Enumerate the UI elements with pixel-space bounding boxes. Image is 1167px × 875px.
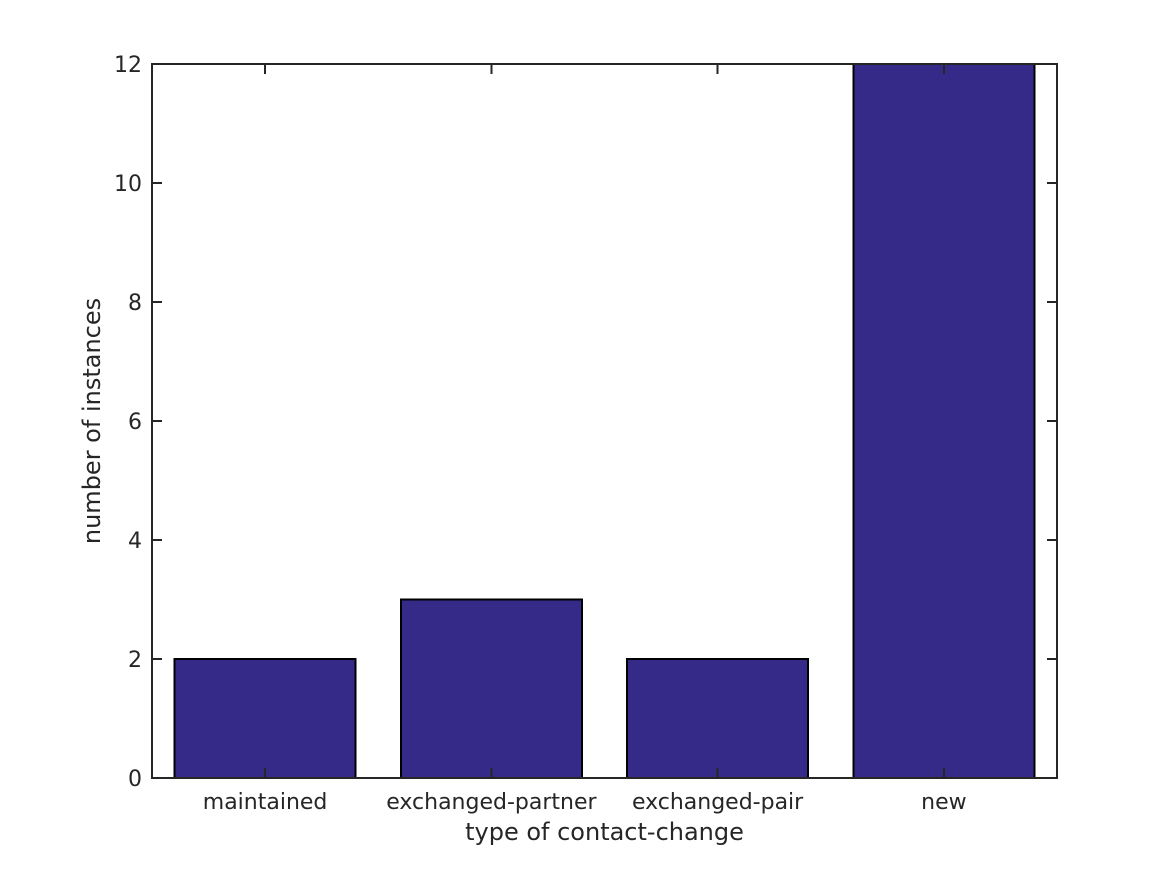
bar-new — [852, 63, 1036, 779]
bar-maintained — [173, 658, 357, 779]
y-tick-label: 0 — [128, 767, 142, 792]
ticks-group — [152, 63, 1057, 779]
bar-exchanged-pair — [626, 658, 810, 779]
bar-exchanged-partner — [399, 598, 583, 779]
y-tick-label: 2 — [128, 648, 142, 673]
y-tick-label: 6 — [128, 410, 142, 435]
x-tick-label: exchanged-pair — [632, 790, 804, 815]
y-tick-label: 12 — [114, 53, 142, 78]
y-tick-label: 4 — [128, 529, 142, 554]
bars-group — [173, 63, 1036, 779]
x-axis-label: type of contact-change — [465, 818, 744, 846]
x-tick-label: maintained — [203, 790, 328, 815]
x-tick-label: exchanged-partner — [386, 790, 597, 815]
y-tick-label: 8 — [128, 291, 142, 316]
y-axis-label: number of instances — [78, 298, 106, 544]
x-tick-label: new — [921, 790, 966, 815]
y-tick-label: 10 — [114, 172, 142, 197]
tick-labels-group: 0 2 4 6 8 10 12 maintained exchanged-partner exch… — [114, 53, 967, 815]
